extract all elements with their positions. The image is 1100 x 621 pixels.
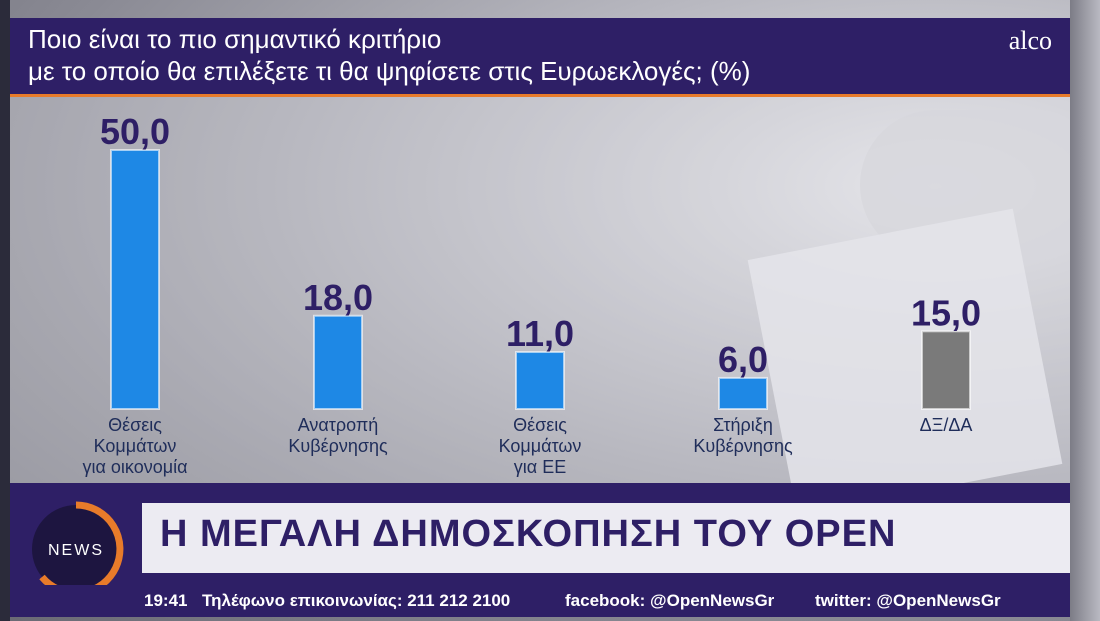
- category-label-0-2: για οικονομία: [83, 457, 188, 477]
- value-label-0: 50,0: [100, 111, 170, 152]
- value-label-2: 11,0: [506, 313, 574, 354]
- category-label-4-0: ΔΞ/ΔΑ: [920, 415, 973, 435]
- bar-4: [921, 330, 971, 410]
- bar-2: [515, 351, 565, 410]
- category-label-3-0: Στήριξη: [713, 415, 773, 435]
- header-bar: Ποιο είναι το πιο σημαντικό κριτήριο με …: [10, 18, 1070, 94]
- open-news-logo: NEWS: [32, 501, 124, 597]
- ticker-facebook: facebook: @OpenNewsGr: [565, 591, 775, 610]
- question-line-1: Ποιο είναι το πιο σημαντικό κριτήριο: [28, 24, 442, 54]
- left-edge: [0, 0, 10, 621]
- banner-title-strip: [142, 503, 1070, 573]
- category-label-1-1: Κυβέρνησης: [288, 436, 388, 456]
- category-label-2-0: Θέσεις: [513, 415, 567, 435]
- logo-text: NEWS: [48, 542, 104, 559]
- ticker-phone: Τηλέφωνο επικοινωνίας: 211 212 2100: [202, 591, 511, 610]
- alco-logo: alco: [1008, 26, 1052, 55]
- news-ticker: 19:41 Τηλέφωνο επικοινωνίας: 211 212 210…: [10, 585, 1070, 617]
- category-label-2-1: Κομμάτων: [499, 436, 582, 456]
- question-line-2: με το οποίο θα επιλέξετε τι θα ψηφίσετε …: [28, 56, 751, 86]
- banner-title: Η ΜΕΓΑΛΗ ΔΗΜΟΣΚΟΠΗΣΗ ΤΟΥ OPEN: [160, 513, 897, 555]
- right-edge: [1070, 0, 1100, 621]
- category-label-0-1: Κομμάτων: [94, 436, 177, 456]
- bottom-banner: Η ΜΕΓΑΛΗ ΔΗΜΟΣΚΟΠΗΣΗ ΤΟΥ OPEN: [10, 483, 1070, 621]
- bar-3: [718, 376, 768, 411]
- value-label-1: 18,0: [303, 277, 373, 318]
- chart-panel: [10, 97, 1070, 483]
- header-accent-line: [10, 94, 1070, 97]
- logo-circle: [32, 505, 120, 593]
- value-label-4: 15,0: [911, 292, 981, 333]
- ticker-time: 19:41: [144, 591, 188, 610]
- ticker-twitter: twitter: @OpenNewsGr: [815, 591, 1001, 610]
- category-label-1-0: Ανατροπή: [298, 415, 379, 435]
- bar-0: [110, 149, 160, 410]
- category-label-2-2: για ΕΕ: [514, 457, 566, 477]
- value-label-3: 6,0: [718, 339, 768, 380]
- category-label-3-1: Κυβέρνησης: [693, 436, 793, 456]
- category-label-0-0: Θέσεις: [108, 415, 162, 435]
- bar-1: [313, 314, 363, 411]
